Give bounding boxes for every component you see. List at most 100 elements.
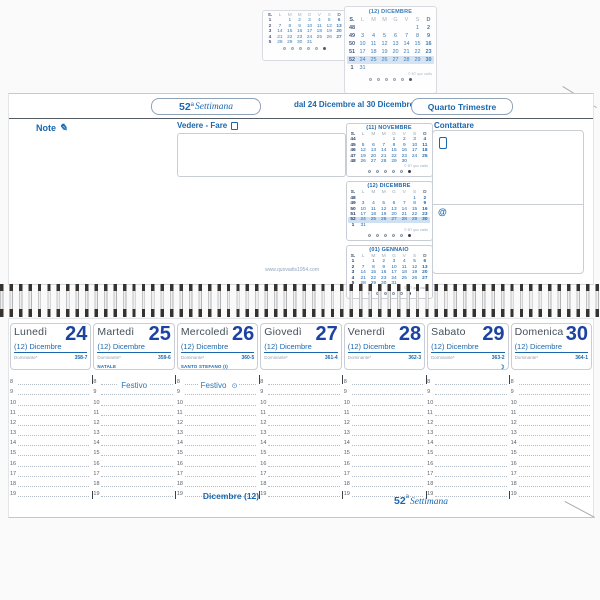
hour-row[interactable]: 9 <box>427 386 508 396</box>
hour-row[interactable]: 13 <box>260 427 341 437</box>
hour-row[interactable]: 15 <box>427 447 508 457</box>
hour-row[interactable]: 8 <box>511 376 592 386</box>
hour-row[interactable]: 12 <box>427 417 508 427</box>
hour-row[interactable]: 16 <box>177 457 258 467</box>
hour-row[interactable]: 18 <box>511 478 592 488</box>
hour-row[interactable]: 17 <box>260 468 341 478</box>
todo-writing-area[interactable] <box>177 133 346 177</box>
hour-row[interactable]: 19 <box>10 488 91 498</box>
hour-row[interactable]: 11 <box>427 407 508 417</box>
hour-row[interactable]: 13 <box>10 427 91 437</box>
hour-row[interactable]: 17 <box>344 468 425 478</box>
hour-row[interactable]: 12 <box>93 417 174 427</box>
hour-row[interactable]: 11 <box>511 407 592 417</box>
hour-row[interactable]: 14 <box>344 437 425 447</box>
hour-row[interactable]: 19 <box>344 488 425 498</box>
hour-row[interactable]: 10 <box>427 396 508 406</box>
day-schedule[interactable]: 8 9 10 11 12 13 14 15 16 17 18 19 <box>511 376 592 498</box>
hour-row[interactable]: 17 <box>511 468 592 478</box>
minical-day: 5 <box>413 259 416 265</box>
hour-row[interactable]: 14 <box>260 437 341 447</box>
hour-row[interactable]: 18 <box>427 478 508 488</box>
hour-row[interactable]: 10 <box>260 396 341 406</box>
hour-row[interactable]: 9 <box>10 386 91 396</box>
hour-line <box>518 485 590 487</box>
hour-row[interactable]: 9 <box>177 386 258 396</box>
hour-row[interactable]: 12 <box>10 417 91 427</box>
hour-row[interactable]: 19 <box>511 488 592 498</box>
minical-day: 24 <box>359 57 366 63</box>
hour-row[interactable]: 8 <box>10 376 91 386</box>
hour-row[interactable]: 15 <box>344 447 425 457</box>
hour-row[interactable]: 17 <box>10 468 91 478</box>
hour-label: 10 <box>427 399 434 406</box>
hour-row[interactable]: 15 <box>177 447 258 457</box>
hour-row[interactable]: 13 <box>427 427 508 437</box>
hour-row[interactable]: 13 <box>177 427 258 437</box>
hour-row[interactable]: 16 <box>260 457 341 467</box>
hour-row[interactable]: 18 <box>93 478 174 488</box>
minical-day: 14 <box>360 270 366 276</box>
hour-row[interactable]: 15 <box>511 447 592 457</box>
hour-row[interactable]: 13 <box>344 427 425 437</box>
hour-row[interactable]: 11 <box>177 407 258 417</box>
day-schedule[interactable]: 8 9 10 11 12 13 14 15 16 17 18 19 <box>344 376 425 498</box>
hour-row[interactable]: 17 <box>177 468 258 478</box>
minical-weekday: S <box>412 190 417 196</box>
hour-row[interactable]: 18 <box>177 478 258 488</box>
day-schedule[interactable]: 8 9 10 11 12 13 14 15 16 17 18 19 <box>93 376 174 498</box>
hour-row[interactable]: 14 <box>93 437 174 447</box>
hour-row[interactable]: 16 <box>10 457 91 467</box>
hour-row[interactable]: 11 <box>344 407 425 417</box>
hour-row[interactable]: 14 <box>511 437 592 447</box>
hour-row[interactable]: 9 <box>511 386 592 396</box>
hour-row[interactable]: 8 <box>427 376 508 386</box>
day-schedule[interactable]: 8 9 10 11 12 13 14 15 16 17 18 19 <box>177 376 258 498</box>
hour-row[interactable]: 19 <box>177 488 258 498</box>
hour-row[interactable]: 11 <box>93 407 174 417</box>
hour-row[interactable]: 14 <box>177 437 258 447</box>
hour-row[interactable]: 10 <box>93 396 174 406</box>
hour-row[interactable]: 9 <box>344 386 425 396</box>
day-schedule[interactable]: 8 9 10 11 12 13 14 15 16 17 18 19 <box>260 376 341 498</box>
minical-weekday: L <box>361 254 365 260</box>
hour-row[interactable]: 15 <box>10 447 91 457</box>
day-schedule[interactable]: 8 9 10 11 12 13 14 15 16 17 18 19 <box>10 376 91 498</box>
hour-row[interactable]: 18 <box>260 478 341 488</box>
hour-row[interactable]: 12 <box>177 417 258 427</box>
hour-row[interactable]: 8 <box>260 376 341 386</box>
hour-row[interactable]: 16 <box>511 457 592 467</box>
hour-row[interactable]: 10 <box>511 396 592 406</box>
minical-day <box>379 64 390 72</box>
hour-row[interactable]: 17 <box>93 468 174 478</box>
hour-row[interactable]: 13 <box>93 427 174 437</box>
hour-row[interactable]: 10 <box>177 396 258 406</box>
hour-row[interactable]: 9 <box>93 386 174 396</box>
minical-weekday-row: S. L M M G V S D <box>348 190 430 195</box>
hour-row[interactable]: 14 <box>427 437 508 447</box>
hour-row[interactable]: 16 <box>427 457 508 467</box>
hour-row[interactable]: 14 <box>10 437 91 447</box>
hour-row[interactable]: 10 <box>344 396 425 406</box>
hour-row[interactable]: 19 <box>427 488 508 498</box>
hour-row[interactable]: 15 <box>93 447 174 457</box>
hour-row[interactable]: 12 <box>260 417 341 427</box>
hour-row[interactable]: 12 <box>511 417 592 427</box>
hour-row[interactable]: 19 <box>93 488 174 498</box>
hour-row[interactable]: 18 <box>10 478 91 488</box>
hour-row[interactable]: 12 <box>344 417 425 427</box>
hour-row[interactable]: 17 <box>427 468 508 478</box>
hour-row[interactable]: 18 <box>344 478 425 488</box>
hour-row[interactable]: 8 <box>344 376 425 386</box>
hour-row[interactable]: 11 <box>10 407 91 417</box>
contacts-writing-area[interactable]: @ <box>432 130 584 274</box>
hour-row[interactable]: 11 <box>260 407 341 417</box>
hour-row[interactable]: 19 <box>260 488 341 498</box>
hour-row[interactable]: 9 <box>260 386 341 396</box>
day-schedule[interactable]: 8 9 10 11 12 13 14 15 16 17 18 19 <box>427 376 508 498</box>
hour-row[interactable]: 16 <box>93 457 174 467</box>
hour-row[interactable]: 13 <box>511 427 592 437</box>
hour-row[interactable]: 15 <box>260 447 341 457</box>
hour-row[interactable]: 10 <box>10 396 91 406</box>
hour-row[interactable]: 16 <box>344 457 425 467</box>
